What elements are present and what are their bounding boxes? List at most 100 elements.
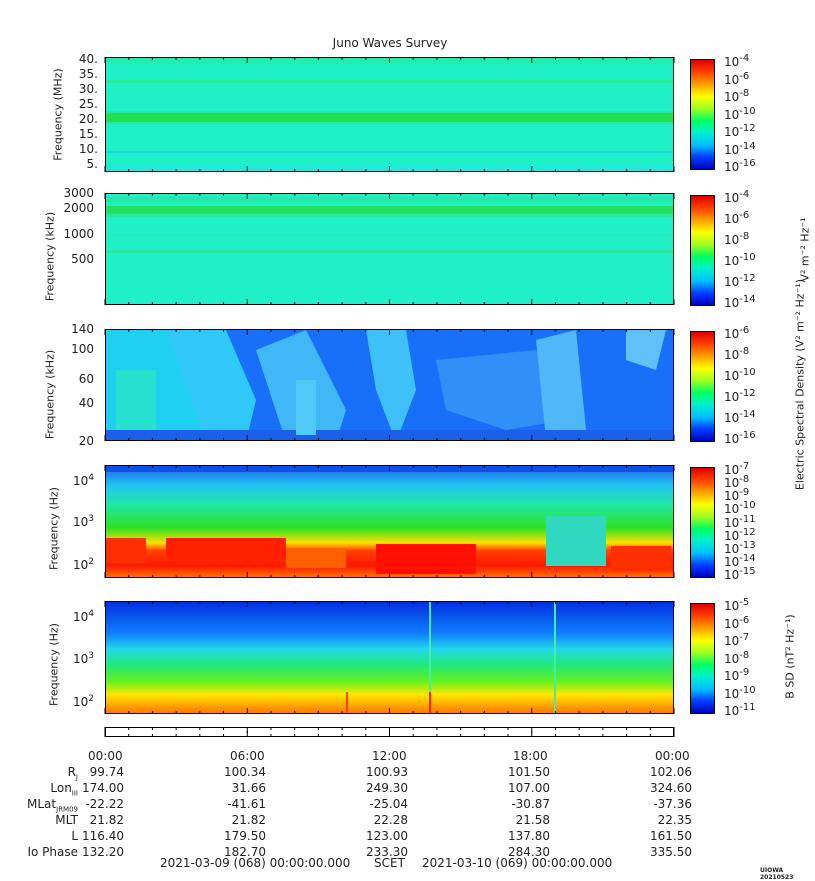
p2-ytick: 500 <box>71 252 94 266</box>
ephemeris-label: Io Phase <box>27 845 78 859</box>
ephemeris-value: -22.22 <box>85 797 124 811</box>
colorbar-tick-label: 10-6 <box>724 325 750 341</box>
colorbar-tick-label: 10-6 <box>724 210 750 226</box>
colorbar-4 <box>690 467 715 578</box>
p5-ytick: 102 <box>72 694 94 709</box>
p4-ytick: 104 <box>72 473 94 488</box>
ephemeris-label: L <box>71 829 78 843</box>
colorbar-tick-label: 10-9 <box>724 487 750 504</box>
colorbar-5 <box>690 603 715 714</box>
p1-ytick: 5. <box>86 157 98 171</box>
ephemeris-value: 179.50 <box>224 829 266 843</box>
ephemeris-value: 21.82 <box>89 813 124 827</box>
ephemeris-value: 123.00 <box>366 829 408 843</box>
colorbar-tick-label: 10-16 <box>724 430 756 446</box>
time-label: 06:00 <box>230 749 265 763</box>
p2-ytick: 2000 <box>63 201 94 215</box>
ephemeris-value: 182.70 <box>224 845 266 859</box>
p2-ytick: 3000 <box>63 186 94 200</box>
corner-tag: UIOWA 20210523 <box>760 867 794 881</box>
ephemeris-value: 249.30 <box>366 781 408 795</box>
colorbar-tick-label: 10-12 <box>724 273 756 289</box>
ephemeris-value: 335.50 <box>650 845 692 859</box>
ephemeris-value: 132.20 <box>82 845 124 859</box>
ephemeris-value: 116.40 <box>82 829 124 843</box>
colorbar-tick-label: 10-6 <box>724 70 750 87</box>
ephemeris-label: RJ <box>67 765 78 782</box>
ephemeris-label: MLT <box>55 813 78 827</box>
time-label: 18:00 <box>513 749 548 763</box>
chart-title: Juno Waves Survey <box>332 36 448 50</box>
colorbar-tick-label: 10-7 <box>724 461 750 477</box>
colorbar-tick-label: 10-8 <box>724 649 750 666</box>
footer-end: 2021-03-10 (069) 00:00:00.000 <box>422 856 613 870</box>
colorbar-tick-label: 10-12 <box>724 526 756 543</box>
colorbar-tick-label: 10-8 <box>724 231 750 247</box>
colorbar-tick-label: 10-12 <box>724 123 756 139</box>
colorbar-3 <box>690 331 715 442</box>
ephemeris-value: 22.35 <box>657 813 692 827</box>
colorbar-tick-label: 10-10 <box>724 105 756 122</box>
ephemeris-value: 22.28 <box>373 813 408 827</box>
ephemeris-value: 174.00 <box>82 781 124 795</box>
ephemeris-value: 21.82 <box>231 813 266 827</box>
ephemeris-label: LonIII <box>50 781 78 798</box>
p1-ytick: 25. <box>78 97 98 111</box>
colorbar-tick-label: 10-8 <box>724 474 750 491</box>
colorbar-tick-label: 10-9 <box>724 667 750 683</box>
p5-ytick: 103 <box>72 651 94 666</box>
colorbar-tick-label: 10-10 <box>724 367 756 383</box>
colorbar-tick-label: 10-15 <box>724 566 756 582</box>
ephemeris-value: 324.60 <box>650 781 692 795</box>
colorbar-tick-label: 10-10 <box>724 500 756 517</box>
footer-scet: SCET <box>374 856 405 870</box>
colorbar-tick-label: 10-7 <box>724 632 750 648</box>
ephemeris-value: 137.80 <box>508 829 550 843</box>
colorbar-tick-label: 10-14 <box>724 409 756 425</box>
colorbar-tick-label: 10-13 <box>724 539 756 556</box>
p3-ytick: 20 <box>78 434 94 448</box>
colorbar-tick-label: 10-4 <box>724 189 750 205</box>
spectrogram-2 <box>105 193 674 305</box>
colorbar-tick-label: 10-16 <box>724 158 756 174</box>
colorbar-1 <box>690 59 715 170</box>
spectrogram-2-svg <box>106 194 673 304</box>
ephemeris-value: 99.74 <box>89 765 124 779</box>
colorbar-tick-label: 10-11 <box>724 513 756 530</box>
p1-ytick: 40. <box>78 52 98 66</box>
colorbar-tick-label: 10-10 <box>724 684 756 701</box>
ephemeris-value: -30.87 <box>511 797 550 811</box>
ephemeris-value: 233.30 <box>366 845 408 859</box>
time-label: 00:00 <box>655 749 690 763</box>
p3-ytick: 100 <box>71 342 94 356</box>
colorbar-tick-label: 10-8 <box>724 88 750 104</box>
p3-ytick: 40 <box>78 396 94 410</box>
p4-ytick: 102 <box>72 557 94 572</box>
ephemeris-value: 107.00 <box>508 781 550 795</box>
ephemeris-value: 161.50 <box>650 829 692 843</box>
ephemeris-value: 101.50 <box>508 765 550 779</box>
ephemeris-value: 100.93 <box>366 765 408 779</box>
ephemeris-value: 31.66 <box>231 781 266 795</box>
ephemeris-label: MLatJRM09 <box>27 797 78 814</box>
ephemeris-value: 102.06 <box>650 765 692 779</box>
ephemeris-value: 284.30 <box>508 845 550 859</box>
spectrogram-4 <box>105 465 674 578</box>
footer-start: 2021-03-09 (068) 00:00:00.000 <box>160 856 351 870</box>
ephemeris-value: 100.34 <box>224 765 266 779</box>
p2-ytick: 1000 <box>63 227 94 241</box>
p3-ytick: 140 <box>71 322 94 336</box>
p5-ytick: 104 <box>72 609 94 624</box>
p3-ytick: 60 <box>78 372 94 386</box>
p1-ytick: 35. <box>78 67 98 81</box>
colorbar-tick-label: 10-6 <box>724 614 750 631</box>
colorbar-tick-label: 10-14 <box>724 552 756 569</box>
colorbar-2 <box>690 195 715 306</box>
colorbar-tick-label: 10-11 <box>724 702 756 718</box>
ephemeris-value: -37.36 <box>653 797 692 811</box>
colorbar-tick-label: 10-5 <box>724 597 750 613</box>
ephemeris-value: -25.04 <box>369 797 408 811</box>
p1-ytick: 15. <box>78 127 98 141</box>
colorbar-tick-label: 10-8 <box>724 346 750 362</box>
